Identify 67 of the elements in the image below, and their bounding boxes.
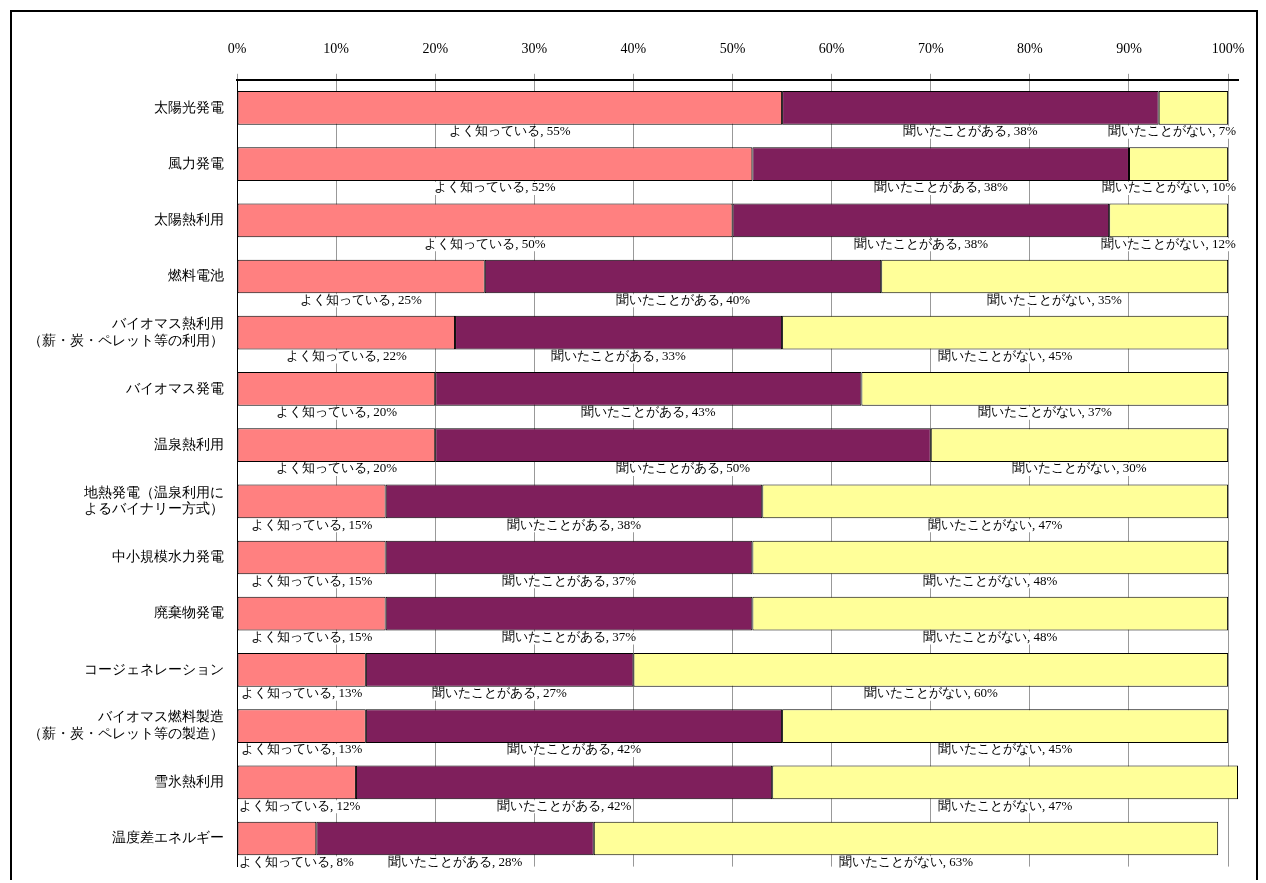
x-tick-label: 50% xyxy=(719,41,746,57)
data-label: よく知っている, 13% xyxy=(241,685,363,701)
y-tick-label: 太陽熱利用 xyxy=(154,211,224,227)
x-tick-label: 40% xyxy=(620,41,647,57)
y-tick-label: コージェネレーション xyxy=(84,661,224,677)
data-label: 聞いたことがない, 60% xyxy=(863,685,999,701)
data-label: 聞いたことがある, 42% xyxy=(506,741,642,757)
data-label: よく知っている, 52% xyxy=(434,179,556,195)
y-tick-label: 中小規模水力発電 xyxy=(112,549,224,565)
data-label: よく知っている, 15% xyxy=(250,628,373,644)
y-tick-label: 燃料電池 xyxy=(168,268,224,284)
data-label: よく知っている, 15% xyxy=(250,572,373,588)
x-tick-label: 70% xyxy=(917,41,944,57)
data-label: よく知っている, 15% xyxy=(250,516,373,532)
data-label: よく知っている, 20% xyxy=(275,404,398,420)
data-label: 聞いたことがある, 50% xyxy=(615,460,751,476)
data-label: 聞いたことがない, 63% xyxy=(838,853,974,869)
data-label: 聞いたことがない, 37% xyxy=(977,404,1113,420)
y-tick-label: 地熱発電（温泉利用によるバイナリー方式） xyxy=(83,484,224,517)
data-label: よく知っている, 25% xyxy=(300,291,422,307)
y-tick-label: 太陽光発電 xyxy=(154,99,224,115)
data-label: 聞いたことがない, 12% xyxy=(1101,235,1236,251)
data-label: よく知っている, 20% xyxy=(275,460,398,476)
x-tick-label: 10% xyxy=(323,41,350,57)
x-tick-label: 90% xyxy=(1116,41,1143,57)
data-label: よく知っている, 55% xyxy=(449,123,571,139)
data-label: 聞いたことがない, 48% xyxy=(923,572,1058,588)
data-label: 聞いたことがない, 10% xyxy=(1101,179,1237,195)
x-tick-label: 100% xyxy=(1211,41,1245,57)
data-label: よく知っている, 22% xyxy=(285,347,408,363)
data-label: 聞いたことがある, 27% xyxy=(432,685,567,701)
x-tick-label: 80% xyxy=(1017,41,1044,57)
data-label: 聞いたことがある, 43% xyxy=(581,404,716,420)
data-label: よく知っている, 12% xyxy=(239,797,361,813)
y-tick-label: 雪氷熱利用 xyxy=(154,773,224,789)
data-label: 聞いたことがある, 42% xyxy=(496,797,632,813)
x-tick-label: 30% xyxy=(521,41,548,57)
data-label: 聞いたことがある, 38% xyxy=(853,235,989,251)
data-label: 聞いたことがない, 48% xyxy=(923,628,1058,644)
y-tick-label: バイオマス燃料製造（薪・炭・ペレット等の製造） xyxy=(28,709,224,742)
y-tick-label: 風力発電 xyxy=(168,155,224,171)
x-tick-label: 60% xyxy=(818,41,845,57)
data-label: 聞いたことがある, 37% xyxy=(501,572,637,588)
data-label: 聞いたことがある, 40% xyxy=(615,291,751,307)
x-tick-label: 20% xyxy=(422,41,449,57)
y-tick-label: 廃棄物発電 xyxy=(154,605,224,621)
data-label: 聞いたことがある, 38% xyxy=(873,179,1009,195)
y-tick-label: 温泉熱利用 xyxy=(154,436,224,452)
data-label: 聞いたことがある, 38% xyxy=(903,123,1038,139)
data-label: 聞いたことがある, 37% xyxy=(501,628,637,644)
y-tick-label: 温度差エネルギー xyxy=(112,830,224,846)
data-label: よく知っている, 13% xyxy=(241,741,363,757)
data-label: 聞いたことがない, 45% xyxy=(937,347,1073,363)
y-tick-label: バイオマス発電 xyxy=(125,380,224,396)
data-label: 聞いたことがない, 7% xyxy=(1108,123,1237,139)
data-label: 聞いたことがない, 30% xyxy=(1012,460,1147,476)
data-label: 聞いたことがある, 28% xyxy=(387,853,523,869)
x-tick-label: 0% xyxy=(227,41,247,57)
data-label: 聞いたことがない, 45% xyxy=(937,741,1073,757)
data-label: 聞いたことがない, 47% xyxy=(928,516,1063,532)
data-label: 聞いたことがない, 47% xyxy=(937,797,1073,813)
data-label: 聞いたことがある, 33% xyxy=(551,347,686,363)
data-label: 聞いたことがない, 35% xyxy=(987,291,1122,307)
y-tick-label: バイオマス熱利用（薪・炭・ペレット等の利用） xyxy=(28,315,224,348)
data-label: よく知っている, 50% xyxy=(424,235,546,251)
data-label: よく知っている, 8% xyxy=(239,853,354,869)
data-label: 聞いたことがある, 38% xyxy=(506,516,642,532)
